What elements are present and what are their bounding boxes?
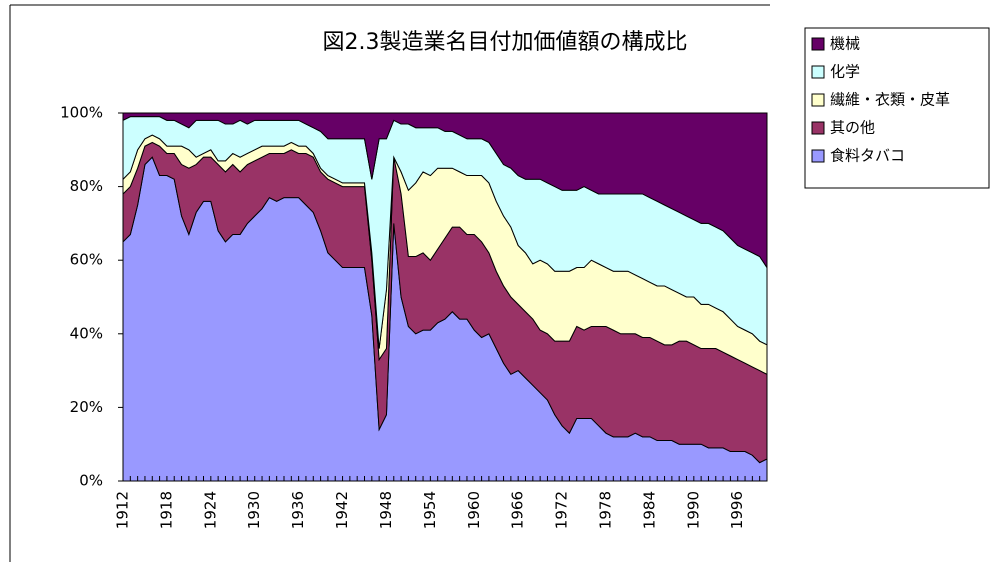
y-tick-label: 0% bbox=[79, 472, 103, 490]
legend-label: 機械 bbox=[830, 35, 860, 53]
x-tick-label: 1978 bbox=[597, 491, 615, 529]
legend-label: 其の他 bbox=[830, 119, 875, 137]
y-tick-label: 20% bbox=[70, 398, 103, 416]
legend-box bbox=[804, 27, 990, 189]
x-tick-label: 1948 bbox=[377, 491, 395, 529]
x-tick-label: 1936 bbox=[289, 491, 307, 529]
chart-title: 図2.3製造業名目付加価値額の構成比 bbox=[323, 30, 688, 55]
legend-label: 繊維・衣類・皮革 bbox=[830, 91, 950, 109]
x-tick-label: 1918 bbox=[157, 491, 175, 529]
x-tick-label: 1960 bbox=[465, 491, 483, 529]
x-tick-label: 1996 bbox=[728, 491, 746, 529]
x-tick-label: 1966 bbox=[509, 491, 527, 529]
legend-swatch bbox=[811, 37, 825, 51]
y-tick-label: 60% bbox=[70, 251, 103, 269]
x-tick-label: 1912 bbox=[114, 491, 132, 529]
x-tick-label: 1990 bbox=[684, 491, 702, 529]
legend-swatch bbox=[811, 149, 825, 163]
x-tick-label: 1972 bbox=[553, 491, 571, 529]
y-tick-label: 80% bbox=[70, 177, 103, 195]
x-tick-label: 1924 bbox=[201, 491, 219, 529]
legend-swatch bbox=[811, 65, 825, 79]
legend-label: 化学 bbox=[830, 63, 860, 81]
legend-label: 食料タバコ bbox=[830, 147, 905, 165]
area bbox=[122, 112, 768, 270]
x-tick-label: 1942 bbox=[333, 491, 351, 529]
x-tick-label: 1954 bbox=[421, 491, 439, 529]
y-tick-label: 100% bbox=[60, 104, 103, 122]
y-tick-label: 40% bbox=[70, 324, 103, 342]
legend-swatch bbox=[811, 121, 825, 135]
legend-swatch bbox=[811, 93, 825, 107]
x-tick-label: 1930 bbox=[245, 491, 263, 529]
x-tick-label: 1984 bbox=[640, 491, 658, 529]
